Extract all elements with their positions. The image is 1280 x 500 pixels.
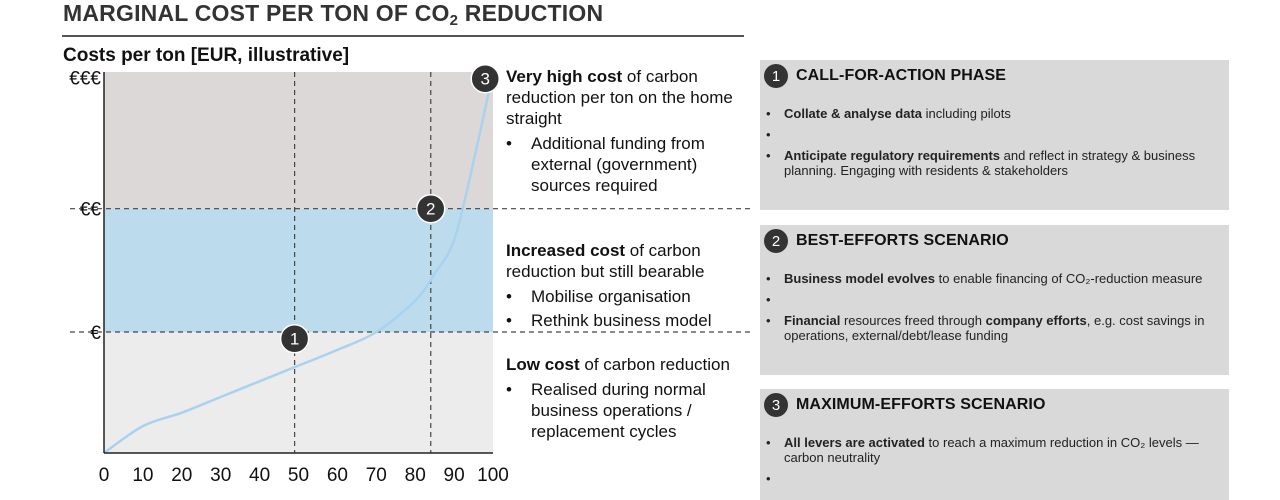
panel-bullets: Collate & analyse data including pilots … [766,106,1221,184]
panel-number-badge: 1 [764,64,788,88]
panel-bullet-emphasis: company efforts [985,313,1087,328]
panel-bullet-text: resources freed through [840,313,986,328]
x-tick-label: 0 [99,465,110,486]
description-text: of carbon reduction [579,355,730,374]
curve-marker-3: 3 [470,63,500,94]
panel-bullet-emphasis: Business model evolves [784,271,936,286]
panel-number-badge: 2 [764,229,788,253]
marker-number: 3 [480,70,489,89]
description-heading: Low cost of carbon reduction [506,354,736,375]
description-heading: Very high cost of carbon reduction per t… [506,66,736,129]
marker-number: 1 [290,330,299,349]
marker-circle [279,323,310,354]
title-divider [62,35,744,37]
x-tick-label: 50 [288,465,309,486]
panel-bullet: Collate & analyse data including pilots [766,106,1221,121]
description-emphasis: Low cost [506,355,580,374]
panel-bullets: All levers are activated to reach a maxi… [766,435,1221,492]
panel-bullets: Business model evolves to enable financi… [766,271,1221,349]
page-title: MARGINAL COST PER TON OF CO2 REDUCTION [63,0,604,29]
description-text: of carbon reduction but still bearable [506,241,705,281]
panel-bullet-text: , e.g. cost savings in operations, exter… [784,313,1205,343]
guide-lines [70,72,754,453]
panel-title: BEST-EFFORTS SCENARIO [796,232,1009,249]
description-text: of carbon reduction per ton on the home … [506,67,733,128]
panel-best-efforts: 2 BEST-EFFORTS SCENARIO Business model evo… [760,225,1229,375]
panel-header: 3 MAXIMUM-EFFORTS SCENARIO [764,393,1046,417]
curve-marker-2: 2 [416,193,446,224]
panel-bullet-text: including pilots [922,106,1011,121]
panel-bullet [766,471,1221,486]
cost-bands [104,72,493,453]
panel-call-for-action: 1 CALL-FOR-ACTION PHASE Collate & analyse … [760,60,1229,210]
curve-markers: 1 2 3 [279,63,500,354]
x-tick-label: 30 [210,465,231,486]
panel-header: 2 BEST-EFFORTS SCENARIO [764,229,1009,253]
panel-number-badge: 3 [764,393,788,417]
band-very-high-cost [104,72,493,209]
panel-bullet [766,127,1221,142]
description-heading: Increased cost of carbon reduction but s… [506,240,736,282]
description-low-cost: Low cost of carbon reduction Realised dur… [506,354,736,445]
x-tick-label: 40 [249,465,270,486]
chart-subtitle: Costs per ton [EUR, illustrative] [63,45,350,66]
description-bullets: Mobilise organisation Rethink business mo… [506,286,736,331]
panel-title: MAXIMUM-EFFORTS SCENARIO [796,396,1046,413]
description-very-high-cost: Very high cost of carbon reduction per t… [506,66,736,199]
panel-bullet: Anticipate regulatory requirements and r… [766,148,1221,178]
cost-curve [103,71,495,455]
panel-bullet-emphasis: Collate & analyse data [784,106,922,121]
x-tick-label: 70 [366,465,387,486]
description-bullet: Additional funding from external (govern… [506,133,736,196]
description-bullets: Additional funding from external (govern… [506,133,736,196]
x-tick-label: 10 [132,465,153,486]
marker-circle [470,63,500,94]
panel-bullet: Financial resources freed through compan… [766,313,1221,343]
panel-maximum-efforts: 3 MAXIMUM-EFFORTS SCENARIO All levers are … [760,389,1229,500]
panel-bullet-emphasis: Anticipate regulatory requirements [784,148,1000,163]
y-tick-label: €€ [80,200,102,221]
x-tick-label: 60 [327,465,348,486]
y-tick-label: €€€ [69,69,101,90]
description-increased-cost: Increased cost of carbon reduction but s… [506,240,736,334]
marker-circle [416,193,446,224]
panel-bullet-text: and reflect in strategy & business plann… [784,148,1196,178]
y-tick-label: € [90,323,101,344]
x-tick-label: 80 [405,465,426,486]
x-tick-label: 100 [477,465,509,486]
band-increased-cost [104,208,493,332]
marker-number: 2 [426,200,435,219]
curve-marker-1: 1 [279,323,310,354]
panel-bullet-emphasis: All levers are activated [784,435,925,450]
panel-bullet [766,292,1221,307]
panel-bullet-text: to enable financing of CO₂-reduction mea… [935,271,1203,286]
panel-title: CALL-FOR-ACTION PHASE [796,67,1007,84]
description-emphasis: Increased cost [506,241,626,260]
description-bullet: Realised during normal business operatio… [506,379,736,442]
cost-curve-line [103,71,495,455]
description-emphasis: Very high cost [506,67,623,86]
x-tick-label: 90 [444,465,465,486]
panel-bullet: Business model evolves to enable financi… [766,271,1221,286]
x-tick-label: 20 [171,465,192,486]
chart-axes: 0 10 20 30 40 50 60 70 80 90 100€€€€€€ [69,69,509,486]
description-bullets: Realised during normal business operatio… [506,379,736,442]
panel-bullet: All levers are activated to reach a maxi… [766,435,1221,465]
panel-bullet-text: to reach a maximum reduction in CO₂ leve… [784,435,1199,465]
description-bullet: Rethink business model [506,310,736,331]
description-bullet: Mobilise organisation [506,286,736,307]
panel-bullet-emphasis: Financial [784,313,841,328]
panel-header: 1 CALL-FOR-ACTION PHASE [764,64,1006,88]
